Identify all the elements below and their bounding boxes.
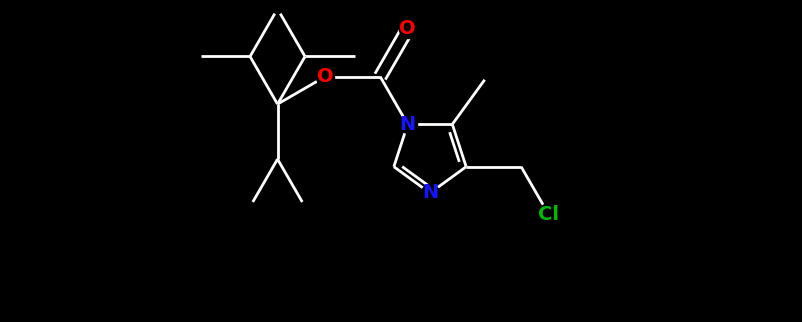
Text: O: O	[317, 67, 333, 86]
Text: Cl: Cl	[537, 205, 558, 224]
Text: N: N	[399, 115, 415, 134]
Text: N: N	[421, 184, 438, 203]
Text: O: O	[399, 20, 415, 39]
